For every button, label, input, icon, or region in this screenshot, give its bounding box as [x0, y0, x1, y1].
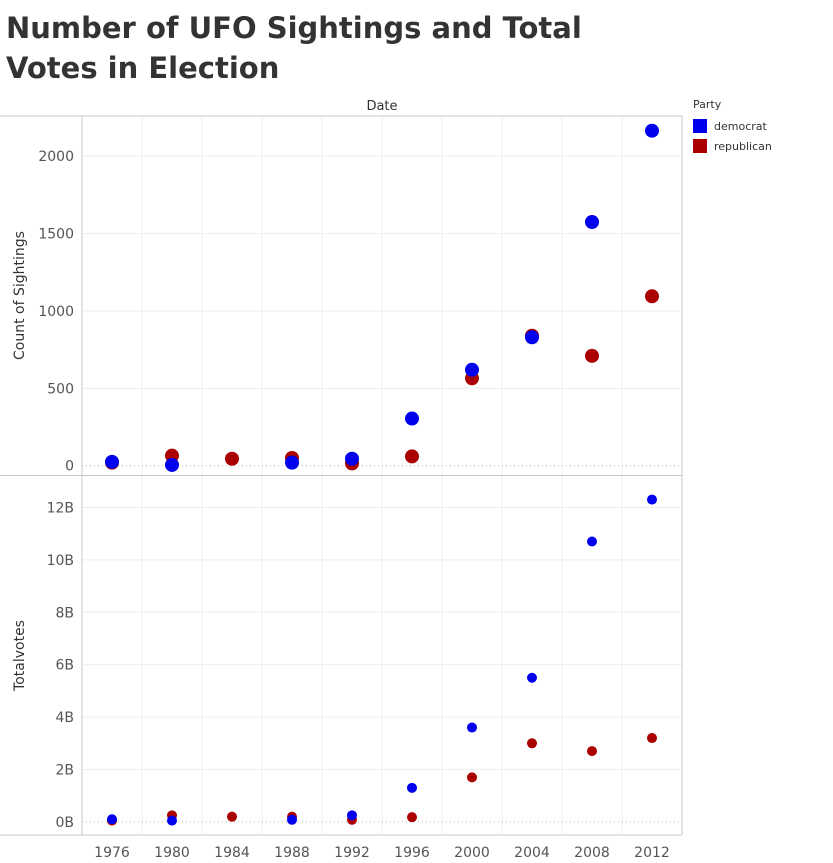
data-point-democrat [647, 494, 657, 505]
data-point-democrat [407, 782, 417, 793]
x-tick-label: 1984 [214, 845, 250, 861]
legend-label-republican: republican [714, 139, 772, 153]
legend-swatch-republican [693, 139, 707, 153]
legend: Party democrat republican [693, 98, 772, 156]
legend-label-democrat: democrat [714, 119, 767, 133]
x-tick-label: 1976 [94, 845, 130, 861]
y-tick-label: 2000 [38, 149, 74, 165]
data-point-democrat [285, 455, 299, 470]
x-tick-label: 2008 [574, 845, 610, 861]
y-axis-title: Count of Sightings [12, 231, 28, 360]
y-tick-label: 500 [47, 381, 74, 397]
y-tick-label: 8B [55, 605, 74, 621]
data-point-democrat [165, 457, 179, 472]
legend-title: Party [693, 98, 722, 111]
x-tick-label: 1980 [154, 845, 190, 861]
legend-swatch-democrat [693, 119, 707, 133]
data-point-republican [225, 451, 239, 466]
data-point-democrat [527, 672, 537, 683]
x-tick-label: 2000 [454, 845, 490, 861]
y-tick-label: 0B [55, 815, 74, 831]
legend-item-democrat[interactable]: democrat [693, 116, 772, 136]
data-point-democrat [287, 814, 297, 825]
y-axis-title: Totalvotes [12, 620, 28, 692]
data-point-republican [647, 733, 657, 744]
y-tick-label: 12B [47, 500, 74, 516]
data-point-democrat [107, 814, 117, 825]
x-tick-label: 2004 [514, 845, 550, 861]
data-point-democrat [585, 214, 599, 229]
data-point-democrat [347, 810, 357, 821]
y-tick-label: 0 [65, 459, 74, 475]
y-tick-label: 4B [55, 710, 74, 726]
data-point-democrat [405, 411, 419, 426]
x-axis-title: Date [366, 99, 397, 114]
legend-item-republican[interactable]: republican [693, 136, 772, 156]
data-point-republican [527, 738, 537, 749]
data-point-republican [407, 812, 417, 823]
y-tick-label: 6B [55, 658, 74, 674]
y-tick-label: 1500 [38, 227, 74, 243]
chart-title: Number of UFO Sightings and Total Votes … [6, 11, 582, 85]
data-point-republican [645, 289, 659, 304]
data-point-republican [585, 348, 599, 363]
data-point-democrat [465, 362, 479, 377]
y-tick-label: 2B [55, 762, 74, 778]
data-point-democrat [167, 815, 177, 826]
y-tick-label: 10B [47, 553, 74, 569]
x-tick-label: 1988 [274, 845, 310, 861]
data-point-democrat [467, 722, 477, 733]
data-point-republican [587, 746, 597, 757]
x-tick-label: 1996 [394, 845, 430, 861]
data-point-democrat [105, 454, 119, 469]
data-point-democrat [345, 451, 359, 466]
x-tick-label: 1992 [334, 845, 370, 861]
data-point-democrat [525, 330, 539, 345]
data-point-democrat [645, 123, 659, 138]
data-point-republican [405, 449, 419, 464]
x-tick-label: 2012 [634, 845, 670, 861]
data-point-republican [467, 772, 477, 783]
data-point-republican [227, 811, 237, 822]
y-tick-label: 1000 [38, 304, 74, 320]
data-point-democrat [587, 536, 597, 547]
